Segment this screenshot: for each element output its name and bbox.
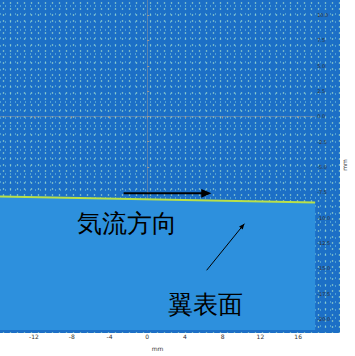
svg-text:-12: -12 — [29, 333, 39, 340]
svg-text:-4: -4 — [106, 333, 112, 340]
svg-text:16: 16 — [294, 333, 302, 340]
svg-text:mm: mm — [341, 159, 348, 171]
svg-text:-17.5: -17.5 — [317, 291, 330, 297]
svg-text:-20.0: -20.0 — [317, 316, 330, 322]
svg-text:mm: mm — [152, 345, 164, 352]
svg-text:12: 12 — [257, 333, 265, 340]
svg-text:-15.0: -15.0 — [317, 265, 330, 271]
svg-text:-8: -8 — [69, 333, 75, 340]
svg-text:0: 0 — [145, 333, 149, 340]
svg-text:-2.5: -2.5 — [317, 139, 327, 145]
svg-text:-12.5: -12.5 — [317, 240, 330, 246]
svg-text:10.0: 10.0 — [317, 12, 328, 18]
svg-text:2.5: 2.5 — [317, 88, 325, 94]
svg-text:0.0: 0.0 — [317, 113, 325, 119]
svg-text:-7.5: -7.5 — [317, 189, 327, 195]
svg-text:翼表面: 翼表面 — [168, 290, 243, 319]
svg-text:8: 8 — [221, 333, 225, 340]
svg-text:4: 4 — [183, 333, 187, 340]
svg-text:-5.0: -5.0 — [317, 164, 327, 170]
svg-text:気流方向: 気流方向 — [77, 209, 177, 238]
svg-text:5.0: 5.0 — [317, 63, 325, 69]
svg-text:7.5: 7.5 — [317, 37, 325, 43]
svg-text:-10.0: -10.0 — [317, 215, 330, 221]
